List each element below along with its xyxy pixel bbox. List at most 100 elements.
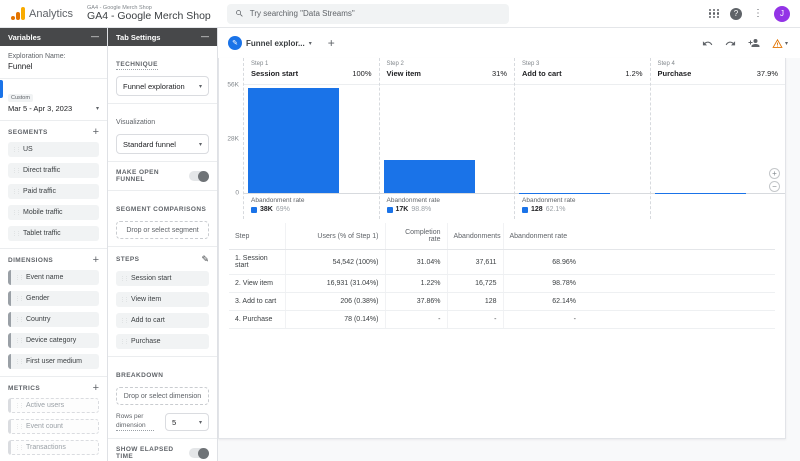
segment-chip[interactable]: ⋮⋮ Tablet traffic [8, 226, 99, 241]
abandonment-cell: Abandonment rate 17K 98.8% [379, 193, 514, 219]
sampling-warning-control[interactable]: ▾ [772, 38, 788, 49]
dimension-chip[interactable]: ⋮⋮ First user medium [8, 354, 99, 369]
rows-per-dimension-select[interactable]: 5 ▾ [165, 413, 209, 431]
table-header-filler [598, 223, 775, 250]
legend-swatch-icon [522, 206, 528, 213]
drag-handle-icon: ⋮⋮ [12, 230, 21, 237]
segment-chip-label: Direct traffic [23, 167, 61, 174]
tab-funnel-exploration[interactable]: ✎ Funnel explor... ▾ [228, 36, 312, 50]
apps-grid-icon[interactable] [709, 8, 719, 19]
table-header-cell[interactable]: Abandonment rate [503, 223, 598, 250]
funnel-bar[interactable] [248, 87, 340, 193]
step-name: Add to cart [522, 69, 562, 78]
date-range-picker[interactable]: Mar 5 - Apr 3, 2023 ▾ [8, 104, 99, 113]
funnel-step-chip[interactable]: ⋮⋮ Session start [116, 271, 209, 286]
dimension-chip[interactable]: ⋮⋮ Device category [8, 333, 99, 348]
segment-comparisons-dropzone[interactable]: Drop or select segment [116, 221, 209, 239]
metric-chip[interactable]: ⋮⋮ Event count [8, 419, 99, 434]
table-header-cell[interactable]: Step [229, 223, 286, 250]
zoom-out-icon[interactable]: − [769, 181, 780, 192]
tab-settings-header: Tab Settings — [108, 28, 217, 46]
funnel-step-column: Step 4 Purchase 37.9% [649, 58, 785, 219]
drag-handle-icon: ⋮⋮ [12, 146, 21, 153]
dimensions-list: ⋮⋮ Event name ⋮⋮ Gender ⋮⋮ Country ⋮⋮ Device ca… [8, 270, 99, 369]
segment-chip[interactable]: ⋮⋮ Paid traffic [8, 184, 99, 199]
analytics-logo[interactable]: Analytics [10, 7, 73, 20]
funnel-bar-area [244, 85, 379, 193]
undo-icon[interactable] [702, 38, 713, 49]
dimension-chip-label: Gender [26, 295, 50, 302]
drag-handle-icon: ⋮⋮ [15, 358, 24, 365]
segment-chip[interactable]: ⋮⋮ US [8, 142, 99, 157]
funnel-bar[interactable] [383, 160, 475, 193]
redo-icon[interactable] [725, 38, 736, 49]
drag-handle-icon: ⋮⋮ [15, 337, 24, 344]
make-open-funnel-toggle[interactable] [189, 170, 209, 182]
property-selector[interactable]: GA4 - Google Merch Shop GA4 - Google Mer… [87, 5, 211, 23]
add-segment-icon[interactable]: + [92, 126, 99, 138]
table-cell: 37.86% [385, 292, 448, 311]
drag-handle-icon: ⋮⋮ [120, 296, 129, 303]
help-icon[interactable]: ? [730, 7, 742, 20]
segment-chip[interactable]: ⋮⋮ Direct traffic [8, 163, 99, 178]
funnel-bar-area [380, 85, 515, 193]
metric-chip[interactable]: ⋮⋮ Transactions [8, 440, 99, 455]
variables-title: Variables [8, 32, 41, 42]
breakdown-dropzone[interactable]: Drop or select dimension [116, 387, 209, 405]
drag-handle-icon: ⋮⋮ [15, 423, 24, 430]
share-user-icon[interactable] [748, 37, 760, 49]
visualization-select[interactable]: Standard funnel ▾ [116, 134, 209, 154]
table-header-cell[interactable]: Completion rate [385, 223, 448, 250]
dimension-chip[interactable]: ⋮⋮ Country [8, 312, 99, 327]
technique-select[interactable]: Funnel exploration ▾ [116, 76, 209, 96]
table-cell: 128 [447, 292, 504, 311]
segment-chip[interactable]: ⋮⋮ Mobile traffic [8, 205, 99, 220]
segments-label: SEGMENTS [8, 128, 48, 136]
dimension-chip[interactable]: ⋮⋮ Event name [8, 270, 99, 285]
add-tab-button[interactable]: + [327, 36, 335, 50]
dimension-chip[interactable]: ⋮⋮ Gender [8, 291, 99, 306]
edit-steps-icon[interactable]: ✎ [201, 254, 209, 264]
metric-chip-label: Active users [26, 402, 65, 409]
segment-chip-label: Tablet traffic [23, 230, 61, 237]
segment-chip-label: Mobile traffic [23, 209, 63, 216]
nav-drawer-handle[interactable] [0, 80, 3, 98]
rows-per-dimension-label: Rows per dimension [116, 413, 154, 431]
legend-swatch-icon [386, 206, 393, 213]
funnel-step-chip[interactable]: ⋮⋮ Add to cart [116, 313, 209, 328]
overflow-menu-icon[interactable]: ⋮ [753, 8, 763, 19]
abandonment-rate-label: Abandonment rate [522, 197, 576, 204]
funnel-step-header: Step 1 Session start 100% [244, 58, 379, 85]
add-dimension-icon[interactable]: + [92, 254, 99, 266]
analytics-logo-text: Analytics [29, 7, 74, 20]
legend-swatch-icon [251, 206, 257, 213]
table-header-cell[interactable]: Abandonments [447, 223, 504, 250]
chevron-down-icon: ▾ [198, 141, 202, 148]
table-cell: 62.14% [503, 292, 598, 311]
breakdown-section: BREAKDOWN Drop or select dimension Rows … [108, 357, 217, 439]
table-header-cell[interactable]: Users (% of Step 1) [285, 223, 386, 250]
collapse-variables-icon[interactable]: — [91, 32, 99, 41]
show-elapsed-time-toggle[interactable] [189, 447, 209, 459]
funnel-step-chip[interactable]: ⋮⋮ View item [116, 292, 209, 307]
metric-chip[interactable]: ⋮⋮ Active users [8, 398, 99, 413]
dimension-chip-label: First user medium [26, 358, 83, 365]
breakdown-label: BREAKDOWN [116, 372, 164, 379]
collapse-tab-settings-icon[interactable]: — [201, 32, 209, 41]
drag-handle-icon: ⋮⋮ [12, 188, 21, 195]
table-cell: 37,611 [447, 249, 504, 275]
table-cell: - [447, 310, 504, 329]
step-name: View item [386, 69, 421, 78]
chevron-down-icon: ▾ [198, 419, 202, 426]
search-bar[interactable]: Try searching "Data Streams" [226, 3, 509, 24]
drag-handle-icon: ⋮⋮ [120, 338, 129, 345]
step-completion-rate: 100% [352, 69, 372, 78]
funnel-step-chip[interactable]: ⋮⋮ Purchase [116, 334, 209, 349]
add-metric-icon[interactable]: + [92, 382, 99, 394]
step-completion-rate: 37.9% [756, 69, 778, 78]
exploration-name-value[interactable]: Funnel [8, 62, 33, 71]
zoom-in-icon[interactable]: + [769, 168, 780, 179]
user-avatar[interactable]: J [774, 5, 790, 22]
table-cell: 1.22% [385, 274, 448, 293]
